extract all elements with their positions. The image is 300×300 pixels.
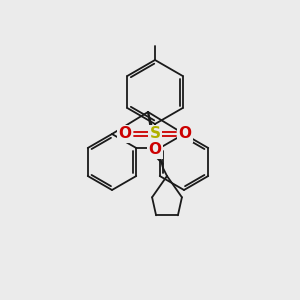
Text: O: O: [118, 127, 131, 142]
Text: O: O: [148, 142, 161, 158]
Text: S: S: [149, 127, 161, 142]
Text: O: O: [178, 127, 191, 142]
